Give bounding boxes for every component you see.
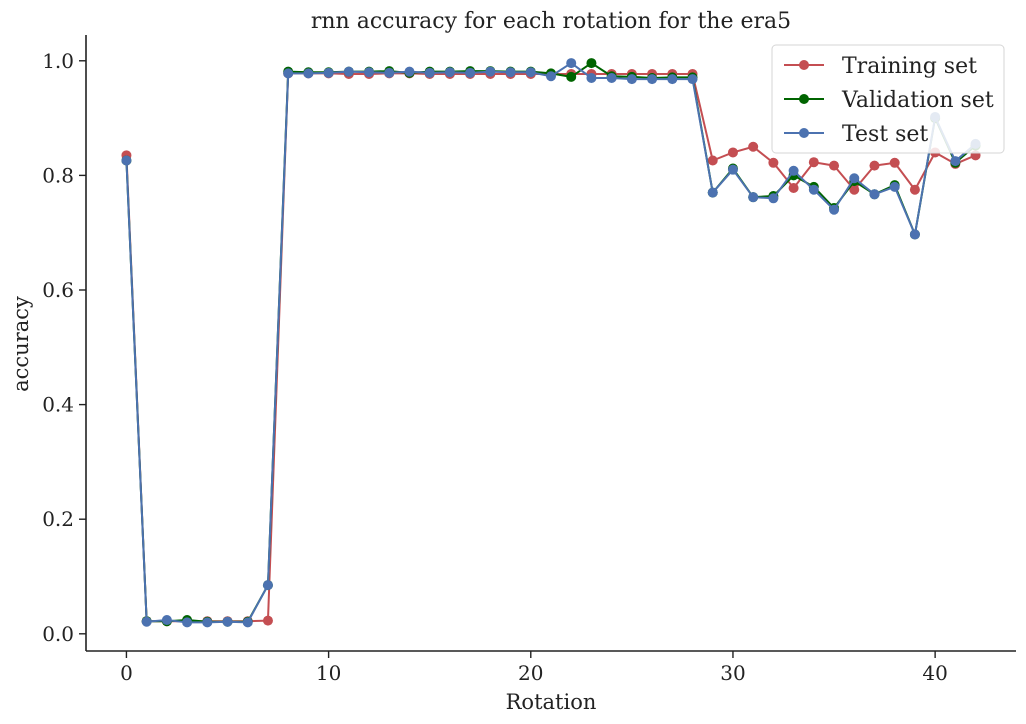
data-point: [262, 615, 273, 626]
data-point: [283, 68, 294, 79]
legend-frame: [771, 44, 1005, 154]
data-point: [808, 157, 819, 168]
x-axis-label: Rotation: [506, 690, 597, 714]
data-point: [566, 58, 577, 69]
data-point: [707, 155, 718, 166]
data-point: [586, 72, 597, 83]
series-line: [125, 72, 976, 623]
data-point: [647, 74, 658, 85]
data-point: [909, 229, 920, 240]
data-point: [849, 184, 860, 195]
legend-label: Test set: [842, 122, 928, 147]
data-point: [788, 165, 799, 176]
data-point: [182, 617, 193, 628]
data-point: [525, 67, 536, 78]
data-point: [788, 182, 799, 193]
series-test-set: [121, 58, 981, 628]
data-point: [343, 66, 354, 77]
data-point: [748, 141, 759, 152]
data-point: [707, 187, 718, 198]
data-point: [727, 147, 738, 158]
data-point: [586, 58, 597, 69]
x-tick-label: 40: [922, 661, 947, 685]
data-point: [889, 181, 900, 192]
axes: 0 10 20 30 40 0.0 0.2 0.4 0.6 0.8 1.0: [42, 35, 1016, 685]
data-point: [121, 155, 132, 166]
y-tick-label: 0.6: [42, 278, 74, 302]
data-point: [465, 67, 476, 78]
x-tick-label: 20: [518, 661, 543, 685]
x-tick-label: 10: [316, 661, 341, 685]
data-point: [869, 189, 880, 200]
data-point: [424, 67, 435, 78]
data-point: [242, 617, 253, 628]
legend-label: Validation set: [841, 88, 994, 113]
legend-label: Training set: [842, 54, 977, 79]
data-point: [323, 67, 334, 78]
legend-item: Test set: [784, 122, 928, 147]
data-point: [566, 71, 577, 82]
y-tick-label: 0.2: [42, 507, 74, 531]
data-point: [950, 156, 961, 167]
series-layer: [121, 58, 981, 628]
chart-title: rnn accuracy for each rotation for the e…: [311, 9, 791, 34]
data-point: [748, 192, 759, 203]
data-point: [202, 617, 213, 628]
data-point: [141, 616, 152, 627]
legend: Training set Validation set Test set: [771, 44, 1005, 154]
data-point: [161, 615, 172, 626]
legend-swatch-marker: [799, 60, 809, 70]
data-point: [222, 616, 233, 627]
data-point: [262, 580, 273, 591]
x-tick-label: 0: [120, 661, 133, 685]
data-point: [404, 66, 415, 77]
legend-item: Validation set: [784, 88, 994, 113]
data-point: [727, 164, 738, 175]
x-tick-label: 30: [720, 661, 745, 685]
data-point: [364, 67, 375, 78]
y-axis-label: accuracy: [9, 296, 33, 392]
data-point: [808, 184, 819, 195]
y-tick-label: 0.8: [42, 163, 74, 187]
data-point: [546, 71, 556, 82]
data-point: [829, 204, 840, 215]
data-point: [485, 66, 496, 77]
data-point: [384, 67, 395, 78]
legend-swatch-marker: [799, 94, 809, 104]
data-point: [667, 74, 678, 85]
y-tick-label: 1.0: [42, 49, 74, 73]
data-point: [849, 173, 860, 184]
legend-item: Training set: [784, 54, 977, 79]
data-point: [768, 157, 779, 168]
data-point: [505, 67, 516, 78]
y-tick-label: 0.4: [42, 393, 74, 417]
data-point: [303, 68, 314, 79]
data-point: [768, 193, 779, 204]
data-point: [869, 160, 880, 171]
data-point: [687, 74, 698, 85]
data-point: [889, 157, 900, 168]
data-point: [606, 72, 617, 83]
data-point: [909, 184, 920, 195]
data-point: [829, 160, 840, 171]
data-point: [626, 74, 637, 85]
y-tick-label: 0.0: [42, 622, 74, 646]
data-point: [444, 67, 455, 78]
legend-swatch-marker: [799, 128, 809, 138]
